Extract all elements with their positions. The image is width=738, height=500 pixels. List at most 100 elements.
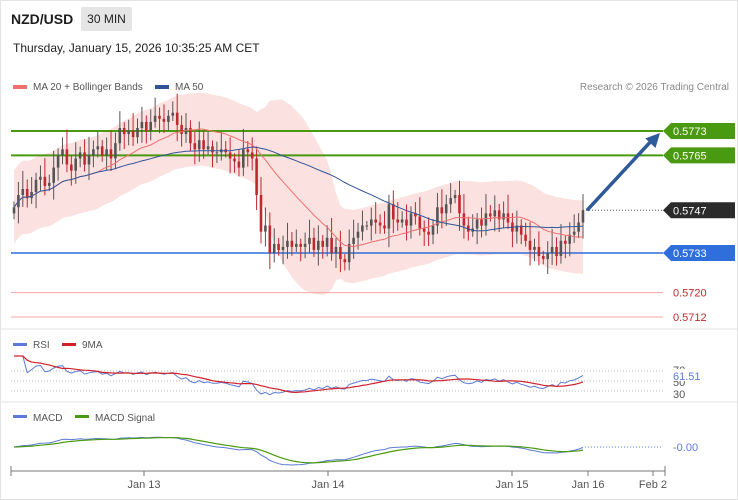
candle-body <box>462 213 466 226</box>
candle-body <box>458 195 461 214</box>
candle-body <box>246 149 250 153</box>
moving-averages-layer <box>13 128 584 248</box>
candle-body <box>48 182 51 186</box>
candle-body <box>70 164 73 171</box>
x-tick-label: Jan 13 <box>127 479 160 491</box>
candle-body <box>197 140 201 150</box>
candle-body <box>206 146 210 150</box>
rsi-tick-30: 30 <box>673 389 685 401</box>
candle-body <box>184 128 188 135</box>
rsi-value-backdrop <box>670 369 706 381</box>
candle-body <box>255 158 258 196</box>
candle-body <box>537 246 541 256</box>
candle-body <box>542 256 545 259</box>
candle-body <box>162 118 166 122</box>
forecast-arrow-head <box>645 133 660 148</box>
candle-body <box>343 259 347 263</box>
macd-lines <box>13 436 584 466</box>
candle-body <box>215 152 219 154</box>
candle-body <box>286 240 289 247</box>
x-tick-label: Jan 16 <box>571 479 604 491</box>
candle-body <box>418 216 422 229</box>
candle-body <box>175 112 179 125</box>
candle-body <box>105 149 108 156</box>
candle-body <box>387 204 391 229</box>
candle-body <box>383 225 386 229</box>
price-tags-layer: 0.5773 0.5765 0.5747 0.5733 0.5720 0.5712 <box>663 123 735 324</box>
candle-body <box>127 131 130 134</box>
candle-body <box>339 246 342 260</box>
candle-body <box>149 121 152 131</box>
candle-body <box>546 253 549 260</box>
support-tag-label: 0.5733 <box>673 248 707 260</box>
candle-body <box>12 207 16 214</box>
x-tick-label: Jan 15 <box>495 479 528 491</box>
bollinger-band-layer <box>14 92 583 295</box>
candle-body <box>365 225 369 227</box>
candle-body <box>233 158 236 162</box>
legend-macd-label: MACD <box>33 413 62 424</box>
timeframe-button[interactable]: 30 MIN <box>81 7 132 31</box>
candle-body <box>550 246 554 253</box>
candle-body <box>497 210 501 220</box>
candle-body <box>100 146 104 156</box>
candle-body <box>39 176 42 180</box>
legend-macd-swatch <box>13 415 27 418</box>
candle-body <box>480 219 483 226</box>
candle-body <box>237 161 241 168</box>
candle-body <box>431 225 435 235</box>
legend-macd-signal-swatch <box>75 415 89 418</box>
candle-body <box>564 240 567 244</box>
candle-body <box>577 222 580 232</box>
candle-body <box>74 158 77 171</box>
candle-body <box>312 237 316 250</box>
legend-ma20-swatch <box>13 85 27 89</box>
candle-body <box>87 155 91 165</box>
legend-rsi-ma-label: 9MA <box>82 340 103 351</box>
candle-body <box>453 195 457 199</box>
candle-body <box>317 240 320 250</box>
rsi-value-label: 61.51 <box>673 371 701 383</box>
candle-body <box>272 243 276 253</box>
candle-body <box>489 213 492 217</box>
legend-macd-signal-label: MACD Signal <box>95 413 155 424</box>
candle-body <box>43 176 47 186</box>
candle-body <box>572 231 576 235</box>
candle-body <box>56 155 60 168</box>
candle-body <box>409 213 413 226</box>
resistance-tag <box>663 147 735 164</box>
candle-body <box>515 225 519 232</box>
candle-body <box>78 152 82 159</box>
candle-body <box>114 143 117 159</box>
candle-body <box>193 143 197 150</box>
candle-body <box>374 219 377 223</box>
candle-body <box>34 179 38 192</box>
candle-body <box>396 219 399 223</box>
candle-body <box>330 237 333 253</box>
candle-body <box>52 167 55 183</box>
candle-body <box>158 115 161 119</box>
candle-body <box>61 149 64 156</box>
candle-body <box>436 207 439 226</box>
candle-body <box>303 243 307 247</box>
legend-rsi-swatch <box>13 343 27 346</box>
candle-body <box>140 121 144 128</box>
candle-body <box>118 128 122 144</box>
candle-body <box>268 225 272 253</box>
candle-body <box>378 222 382 226</box>
resistance-tag-label: 0.5773 <box>673 126 707 138</box>
symbol-title: NZD/USD <box>11 11 74 27</box>
candle-body <box>405 219 408 226</box>
x-tick-label: Jan 14 <box>311 479 344 491</box>
candle-body <box>528 240 532 250</box>
bollinger-band <box>14 92 583 295</box>
watermark: Research © 2026 Trading Central <box>580 82 729 93</box>
candle-body <box>92 149 95 156</box>
candle-body <box>131 131 135 138</box>
candle-body <box>352 237 355 244</box>
candle-body <box>400 219 404 223</box>
candle-body <box>211 146 214 153</box>
candle-body <box>321 240 324 247</box>
candle-body <box>295 243 298 247</box>
candle-body <box>25 189 29 199</box>
